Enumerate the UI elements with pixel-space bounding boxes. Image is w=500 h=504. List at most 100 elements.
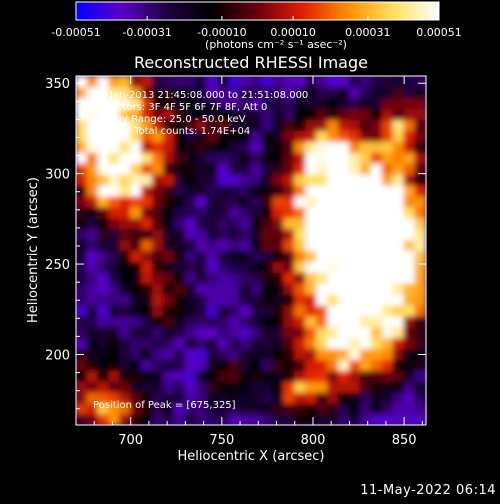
heatmap-cell	[392, 228, 405, 241]
heatmap-cell	[184, 337, 197, 350]
heatmap-cell	[261, 402, 274, 415]
heatmap-cell	[261, 162, 274, 175]
heatmap-cell	[294, 108, 307, 121]
heatmap-cell	[239, 359, 252, 371]
heatmap-cell	[195, 119, 208, 132]
heatmap-cell	[392, 369, 405, 382]
heatmap-cell	[86, 260, 99, 273]
heatmap-cell	[261, 359, 274, 371]
heatmap-cell	[359, 304, 372, 317]
heatmap-cell	[305, 260, 318, 273]
heatmap-cell	[381, 391, 394, 404]
heatmap-cell	[173, 293, 186, 306]
heatmap-cell	[163, 348, 175, 361]
heatmap-cell	[327, 293, 339, 306]
heatmap-cell	[261, 271, 274, 284]
heatmap-cell	[217, 391, 230, 404]
heatmap-cell	[141, 119, 154, 132]
heatmap-cell	[119, 282, 132, 295]
heatmap-cell	[195, 184, 208, 197]
heatmap-cell	[250, 97, 263, 110]
colorbar-tick-label: -0.00051	[51, 26, 100, 39]
heatmap-cell	[239, 326, 252, 339]
heatmap-cell	[403, 206, 416, 219]
colorbar-ticks: -0.00051 -0.00031 -0.00010 0.00010 0.00031 0.…	[51, 16, 462, 39]
heatmap-cell	[163, 315, 175, 328]
heatmap-cell	[184, 239, 197, 251]
heatmap-cell	[97, 337, 110, 350]
heatmap-cell	[316, 86, 329, 99]
heatmap-cell	[381, 304, 394, 317]
heatmap-cell	[217, 413, 230, 425]
heatmap-cell	[130, 337, 143, 350]
heatmap-cell	[195, 206, 208, 219]
heatmap-cell	[86, 119, 99, 132]
heatmap-cell	[173, 413, 186, 425]
heatmap-cell	[195, 391, 208, 404]
heatmap-cell	[338, 271, 350, 284]
heatmap-cell	[86, 250, 99, 262]
heatmap-cell	[184, 108, 197, 121]
heatmap-cell	[327, 173, 339, 186]
heatmap-cell	[414, 369, 426, 382]
heatmap-cell	[392, 97, 405, 110]
heatmap-cell	[228, 217, 241, 230]
heatmap-cell	[403, 315, 416, 328]
heatmap-cell	[327, 304, 339, 317]
heatmap-cell	[163, 151, 175, 164]
heatmap-cell	[141, 97, 154, 110]
heatmap-cell	[97, 119, 110, 132]
heatmap-cell	[348, 239, 361, 251]
heatmap-cell	[327, 282, 339, 295]
heatmap-cell	[108, 282, 121, 295]
heatmap-cell	[283, 119, 296, 132]
heatmap-cell	[294, 271, 307, 284]
heatmap-cell	[392, 402, 405, 415]
heatmap-cell	[184, 173, 197, 186]
heatmap-cell	[239, 402, 252, 415]
annotations: 24-Jan-2013 21:45:08.000 to 21:51:08.000…	[93, 90, 308, 411]
heatmap-cell	[108, 326, 121, 339]
heatmap-cell	[381, 326, 394, 339]
heatmap-cell	[97, 206, 110, 219]
heatmap-cell	[152, 413, 164, 425]
heatmap-cell	[403, 413, 416, 425]
heatmap-cell	[305, 130, 318, 142]
heatmap-cell	[283, 239, 296, 251]
heatmap-cell	[272, 217, 285, 230]
heatmap-cell	[119, 151, 132, 164]
heatmap-cell	[272, 380, 285, 393]
heatmap-cell	[152, 402, 164, 415]
heatmap-cell	[119, 217, 132, 230]
heatmap-cell	[392, 282, 405, 295]
heatmap-cell	[76, 184, 88, 197]
heatmap-cell	[283, 250, 296, 262]
heatmap-cell	[206, 348, 219, 361]
heatmap-cell	[239, 348, 252, 361]
heatmap-cell	[359, 76, 372, 88]
heatmap-cell	[108, 348, 121, 361]
heatmap-cell	[283, 304, 296, 317]
heatmap-cell	[392, 326, 405, 339]
heatmap-cell	[173, 173, 186, 186]
heatmap-cell	[97, 326, 110, 339]
heatmap-cell	[305, 184, 318, 197]
heatmap-cell	[316, 119, 329, 132]
annotation-time: 24-Jan-2013 21:45:08.000 to 21:51:08.000	[93, 90, 308, 101]
heatmap-cell	[403, 293, 416, 306]
heatmap-cell	[152, 293, 164, 306]
heatmap-cell	[272, 271, 285, 284]
heatmap-cell	[195, 402, 208, 415]
heatmap-cell	[108, 206, 121, 219]
heatmap-cell	[392, 315, 405, 328]
heatmap-cell	[206, 250, 219, 262]
heatmap-cell	[272, 260, 285, 273]
heatmap-cell	[217, 130, 230, 142]
heatmap-cell	[392, 304, 405, 317]
heatmap-cell	[392, 391, 405, 404]
heatmap-cell	[184, 304, 197, 317]
heatmap-cell	[294, 293, 307, 306]
heatmap-cell	[305, 76, 318, 88]
heatmap-cell	[108, 304, 121, 317]
heatmap-cell	[184, 348, 197, 361]
